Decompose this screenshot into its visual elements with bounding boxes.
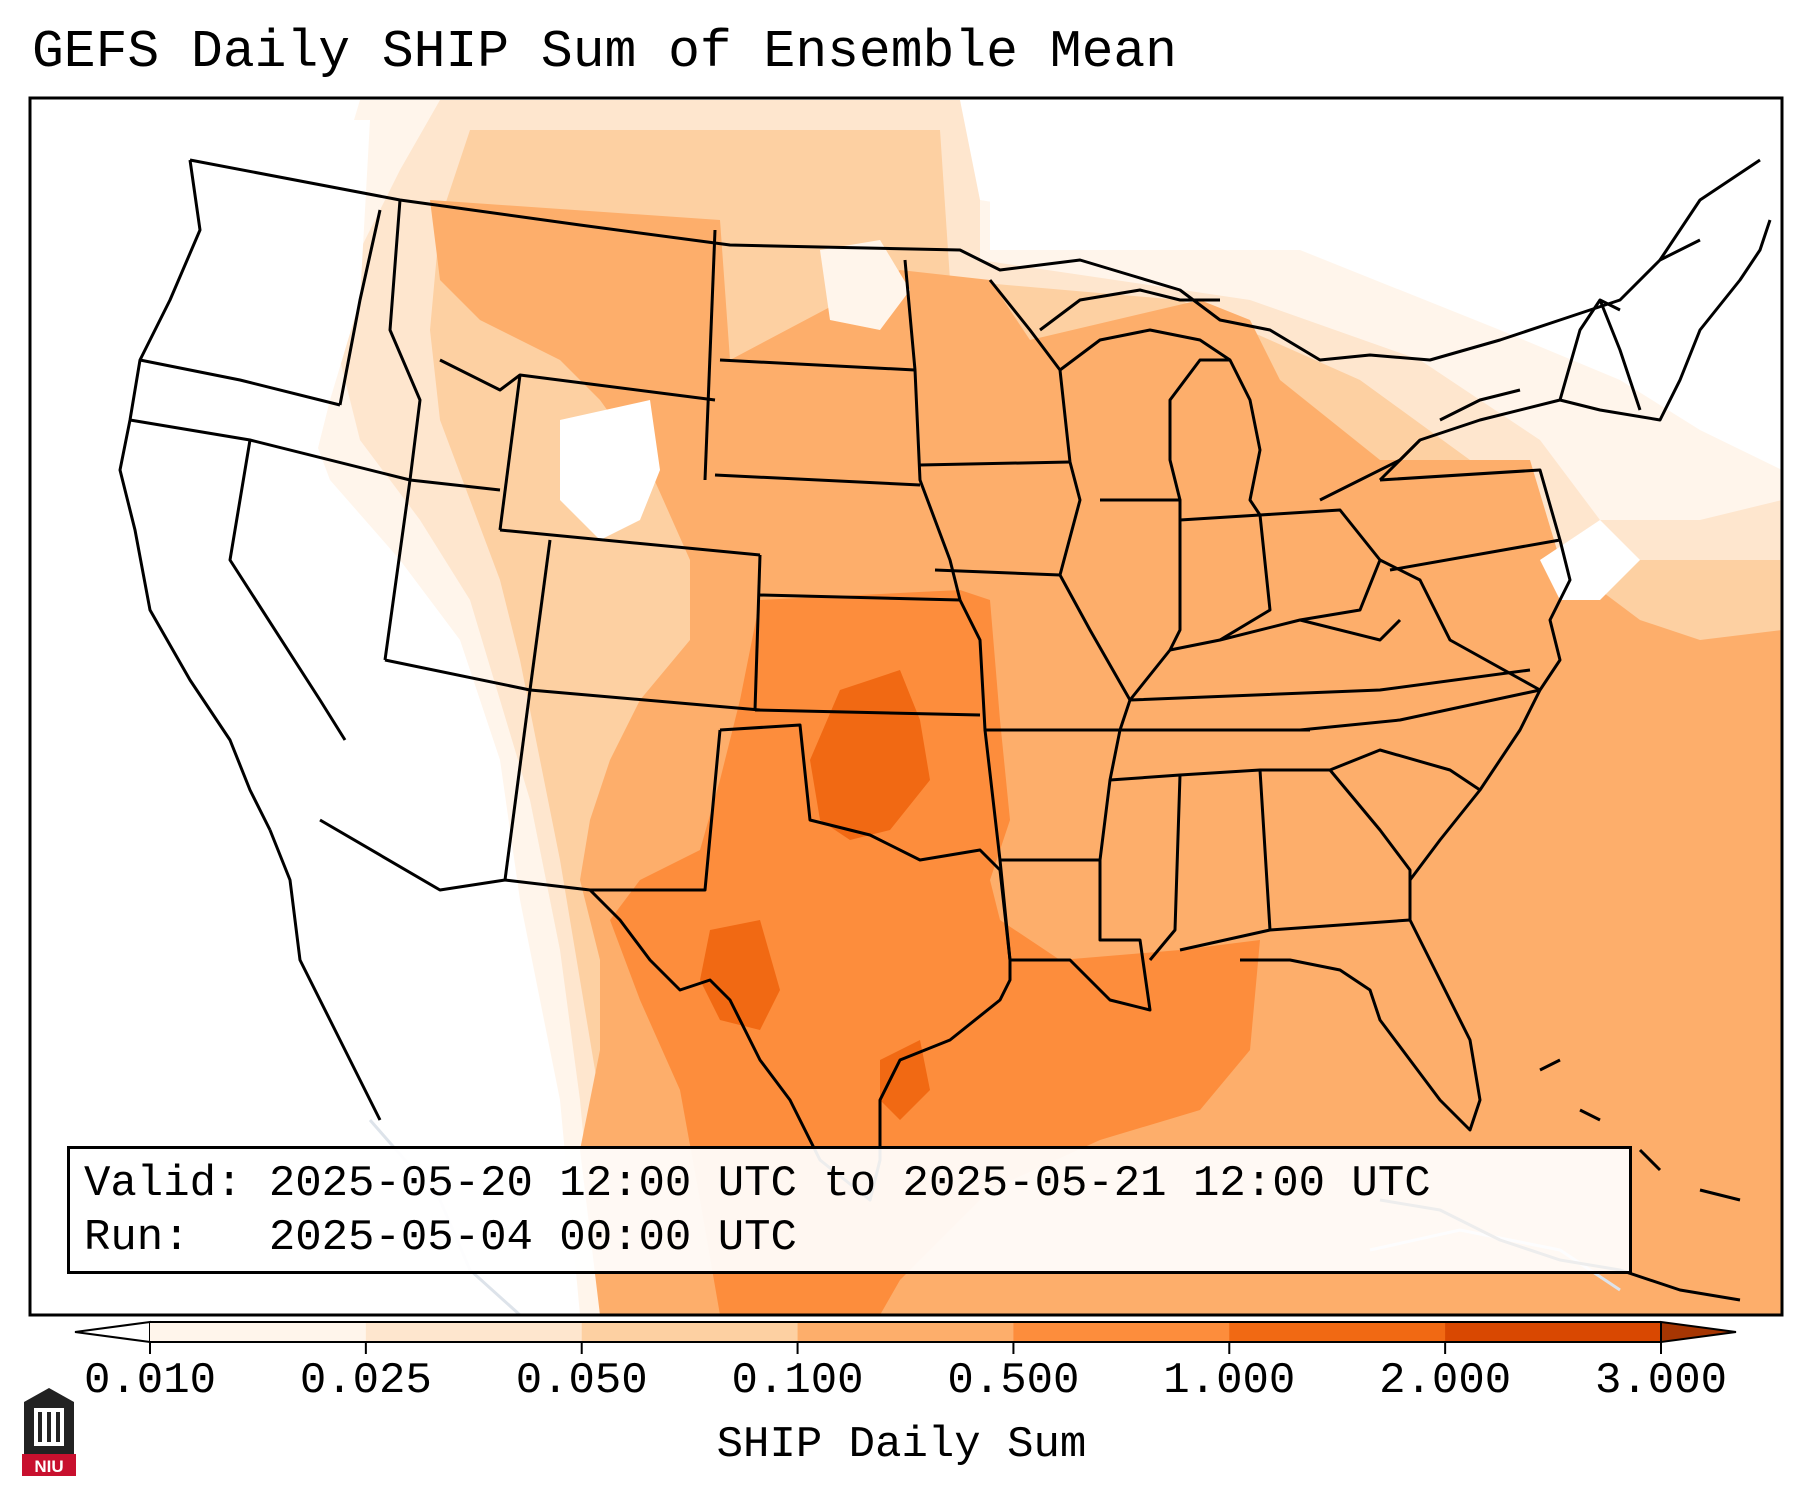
- colorbar-tick-label: 1.000: [1163, 1356, 1296, 1406]
- colorbar-bin-2: [581, 1322, 799, 1342]
- colorbar-extend-low: [74, 1320, 151, 1344]
- colorbar-bin-6: [1445, 1322, 1662, 1342]
- valid-row: Valid: 2025-05-20 12:00 UTC to 2025-05-2…: [84, 1157, 1615, 1211]
- shade-gap-nd: [820, 240, 910, 330]
- state-borders: [118, 158, 1772, 1302]
- colorbar-tick-label: 0.025: [299, 1356, 432, 1406]
- run-value: 2025-05-04 00:00 UTC: [268, 1213, 797, 1263]
- colorbar-tick-label: 0.050: [515, 1356, 648, 1406]
- map-title: GEFS Daily SHIP Sum of Ensemble Mean: [32, 22, 1177, 82]
- colorbar-outline: [150, 1321, 1661, 1343]
- run-row: Run: 2025-05-04 00:00 UTC: [84, 1211, 1615, 1265]
- shade-gap-canada: [960, 100, 1782, 420]
- colorbar-tick-label: 3.000: [1594, 1356, 1728, 1406]
- colorbar-bin-5: [1229, 1322, 1446, 1342]
- shade-gap-west: [30, 120, 580, 1315]
- shade-1000-coast: [880, 1040, 930, 1120]
- valid-run-box: Valid: 2025-05-20 12:00 UTC to 2025-05-2…: [67, 1146, 1632, 1274]
- shade-0500: [610, 590, 1260, 1315]
- colorbar-bin-3: [797, 1322, 1014, 1342]
- colorbar: [74, 1320, 1737, 1354]
- run-label: Run:: [84, 1213, 190, 1263]
- colorbar-tick-label: 2.000: [1379, 1356, 1512, 1406]
- colorbar-tick-label: 0.500: [947, 1356, 1080, 1406]
- ship-shading: [30, 100, 1782, 1315]
- colorbar-extend-high: [1660, 1320, 1737, 1344]
- colorbar-tick-label: 0.100: [731, 1356, 864, 1406]
- shade-gap-west2: [560, 400, 660, 540]
- niu-logo-icon: NIU: [22, 1388, 76, 1476]
- colorbar-bin-4: [1013, 1322, 1230, 1342]
- valid-label: Valid:: [84, 1159, 243, 1209]
- map-frame: [28, 96, 1784, 1317]
- colorbar-bin-1: [365, 1322, 583, 1342]
- shade-1000-tx: [700, 920, 780, 1030]
- valid-value: 2025-05-20 12:00 UTC to 2025-05-21 12:00…: [268, 1159, 1431, 1209]
- shade-gap-se: [1540, 520, 1640, 600]
- colorbar-label: SHIP Daily Sum: [716, 1420, 1087, 1470]
- logo-text: NIU: [34, 1457, 63, 1476]
- colorbar-bin-0: [150, 1322, 367, 1342]
- colorbar-tick-label: 0.010: [83, 1356, 217, 1406]
